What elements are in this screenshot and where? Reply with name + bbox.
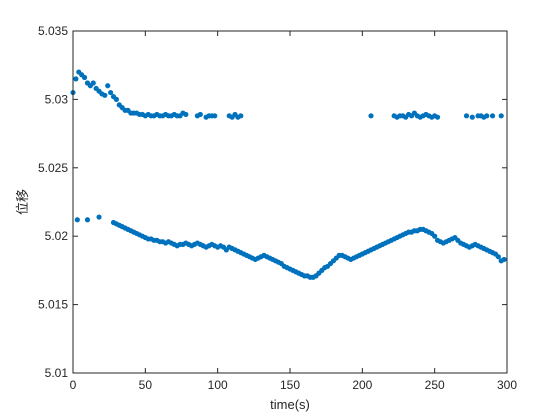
data-point [90, 80, 96, 86]
data-point [212, 113, 218, 119]
data-point [238, 113, 244, 119]
data-point [73, 76, 79, 82]
data-points [70, 69, 507, 280]
y-tick-label: 5.035 [38, 24, 68, 38]
data-point [489, 113, 496, 119]
x-axis-label: time(s) [270, 397, 310, 412]
x-tick-label: 50 [139, 378, 153, 392]
y-tick-label: 5.02 [45, 229, 69, 243]
x-tick-label: 200 [352, 378, 372, 392]
y-tick-label: 5.025 [38, 161, 68, 175]
data-point [498, 113, 504, 119]
y-tick-label: 5.01 [45, 366, 69, 380]
data-point [96, 214, 102, 220]
data-point [108, 89, 114, 96]
x-tick-label: 0 [70, 378, 77, 392]
x-tick-label: 250 [425, 378, 445, 392]
data-point [484, 113, 490, 119]
plot-area [73, 31, 507, 373]
data-point [197, 111, 203, 118]
data-point [113, 96, 119, 102]
data-point [463, 113, 470, 119]
data-point [434, 114, 441, 120]
data-point [501, 256, 507, 263]
x-axis-ticks: 0 50 100 150 200 250 300 [70, 31, 517, 392]
data-point [183, 111, 189, 118]
x-tick-label: 100 [208, 378, 228, 392]
data-point [84, 217, 91, 223]
data-point [495, 254, 501, 260]
y-axis-ticks: 5.01 5.015 5.02 5.025 5.03 5.035 [38, 24, 507, 380]
data-point [81, 74, 88, 81]
data-point [105, 83, 111, 89]
data-point [368, 113, 374, 119]
data-point [74, 217, 80, 223]
data-point [102, 92, 108, 98]
x-tick-label: 300 [497, 378, 517, 392]
y-axis-label: 位移 [15, 189, 30, 215]
y-tick-label: 5.03 [45, 92, 69, 106]
x-tick-label: 150 [280, 378, 300, 392]
data-point [469, 114, 475, 120]
y-tick-label: 5.015 [38, 298, 68, 312]
data-point [432, 233, 438, 239]
